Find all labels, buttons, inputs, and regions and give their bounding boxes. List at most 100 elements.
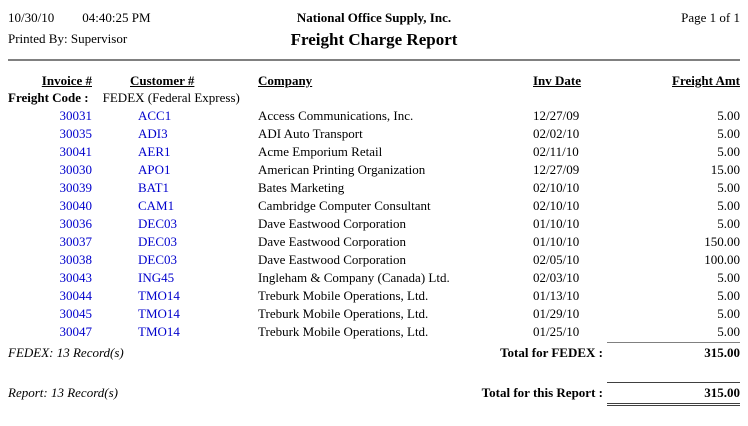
report-total-amount: 315.00 [607, 382, 740, 406]
table-row: 30040 CAM1 Cambridge Computer Consultant… [8, 197, 741, 215]
inv-date-cell: 12/27/09 [533, 162, 580, 177]
table-row: 30045 TMO14 Treburk Mobile Operations, L… [8, 305, 741, 323]
table-row: 30044 TMO14 Treburk Mobile Operations, L… [8, 287, 741, 305]
print-time: 04:40:25 PM [82, 10, 151, 25]
column-header-customer: Customer # [130, 73, 195, 88]
group-total: Total for FEDEX : 315.00 [500, 342, 740, 361]
inv-date-cell: 12/27/09 [533, 108, 580, 123]
table-row: 30039 BAT1 Bates Marketing 02/10/10 5.00 [8, 179, 741, 197]
company-cell: ADI Auto Transport [258, 126, 363, 141]
inv-date-cell: 02/05/10 [533, 252, 580, 267]
inv-date-cell: 02/02/10 [533, 126, 580, 141]
table-row: 30035 ADI3 ADI Auto Transport 02/02/10 5… [8, 125, 741, 143]
inv-date-cell: 01/29/10 [533, 306, 580, 321]
column-header-company: Company [258, 73, 313, 88]
company-cell: Acme Emporium Retail [258, 144, 383, 159]
customer-number-link[interactable]: ADI3 [138, 126, 168, 141]
invoice-number-link[interactable]: 30045 [59, 306, 93, 321]
customer-number-link[interactable]: DEC03 [138, 216, 177, 231]
invoice-number-link[interactable]: 30038 [59, 252, 93, 267]
customer-number-link[interactable]: BAT1 [138, 180, 170, 195]
group-record-count: FEDEX: 13 Record(s) [8, 345, 124, 360]
company-cell: Ingleham & Company (Canada) Ltd. [258, 270, 450, 285]
invoice-number-link[interactable]: 30043 [59, 270, 93, 285]
report-title: Freight Charge Report [290, 30, 458, 49]
company-cell: Dave Eastwood Corporation [258, 252, 407, 267]
freight-amt-cell: 5.00 [717, 324, 740, 339]
table-row: 30036 DEC03 Dave Eastwood Corporation 01… [8, 215, 741, 233]
column-header-invoice: Invoice # [41, 73, 92, 88]
header-divider [8, 59, 740, 61]
company-cell: Cambridge Computer Consultant [258, 198, 431, 213]
freight-amt-cell: 5.00 [717, 198, 740, 213]
company-cell: Treburk Mobile Operations, Ltd. [258, 306, 429, 321]
invoice-number-link[interactable]: 30036 [59, 216, 93, 231]
customer-number-link[interactable]: TMO14 [138, 306, 180, 321]
column-header-inv-date: Inv Date [533, 73, 582, 88]
customer-number-link[interactable]: APO1 [138, 162, 171, 177]
invoice-number-link[interactable]: 30047 [59, 324, 93, 339]
invoice-number-link[interactable]: 30037 [59, 234, 93, 249]
customer-number-link[interactable]: TMO14 [138, 324, 180, 339]
invoice-number-link[interactable]: 30035 [59, 126, 93, 141]
table-row: 30031 ACC1 Access Communications, Inc. 1… [8, 107, 741, 125]
freight-amt-cell: 5.00 [717, 144, 740, 159]
freight-code-group-row: Freight Code : FEDEX (Federal Express) [8, 90, 740, 107]
table-row: 30047 TMO14 Treburk Mobile Operations, L… [8, 323, 741, 341]
table-row: 30037 DEC03 Dave Eastwood Corporation 01… [8, 233, 741, 251]
table-row: 30030 APO1 American Printing Organizatio… [8, 161, 741, 179]
customer-number-link[interactable]: TMO14 [138, 288, 180, 303]
inv-date-cell: 02/11/10 [533, 144, 579, 159]
freight-amt-cell: 5.00 [717, 306, 740, 321]
invoice-number-link[interactable]: 30039 [59, 180, 93, 195]
company-cell: Dave Eastwood Corporation [258, 216, 407, 231]
customer-number-link[interactable]: ACC1 [138, 108, 172, 123]
company-cell: Access Communications, Inc. [258, 108, 414, 123]
header-center: National Office Supply, Inc. Freight Cha… [223, 10, 525, 50]
inv-date-cell: 01/10/10 [533, 234, 580, 249]
company-name: National Office Supply, Inc. [296, 10, 452, 25]
company-cell: Treburk Mobile Operations, Ltd. [258, 324, 429, 339]
company-cell: Treburk Mobile Operations, Ltd. [258, 288, 429, 303]
customer-number-link[interactable]: AER1 [138, 144, 171, 159]
page-number: Page 1 of 1 [681, 10, 740, 25]
printed-by: Printed By: Supervisor [8, 31, 128, 46]
invoice-number-link[interactable]: 30031 [59, 108, 93, 123]
group-total-label: Total for FEDEX : [500, 345, 603, 360]
inv-date-cell: 01/13/10 [533, 288, 580, 303]
table-body: 30031 ACC1 Access Communications, Inc. 1… [8, 107, 741, 341]
inv-date-cell: 01/10/10 [533, 216, 580, 231]
freight-amt-cell: 5.00 [717, 270, 740, 285]
invoice-number-link[interactable]: 30030 [59, 162, 93, 177]
group-total-amount: 315.00 [607, 342, 740, 361]
invoice-number-link[interactable]: 30040 [59, 198, 93, 213]
group-subtotal-row: FEDEX: 13 Record(s) Total for FEDEX : 31… [8, 342, 740, 361]
freight-amt-cell: 5.00 [717, 216, 740, 231]
report-record-count: Report: 13 Record(s) [8, 385, 118, 400]
column-header-freight-amt: Freight Amt [672, 73, 740, 88]
invoice-number-link[interactable]: 30044 [59, 288, 93, 303]
table-row: 30043 ING45 Ingleham & Company (Canada) … [8, 269, 741, 287]
customer-number-link[interactable]: CAM1 [138, 198, 175, 213]
freight-amt-cell: 150.00 [704, 234, 740, 249]
inv-date-cell: 02/03/10 [533, 270, 580, 285]
header-left: 10/30/10 04:40:25 PM Printed By: Supervis… [8, 10, 223, 50]
invoice-number-link[interactable]: 30041 [59, 144, 93, 159]
customer-number-link[interactable]: ING45 [138, 270, 175, 285]
report-total-row: Report: 13 Record(s) Total for this Repo… [8, 382, 740, 406]
customer-number-link[interactable]: DEC03 [138, 234, 177, 249]
freight-amt-cell: 100.00 [704, 252, 740, 267]
table-row: 30041 AER1 Acme Emporium Retail 02/11/10… [8, 143, 741, 161]
freight-code-label: Freight Code : [8, 90, 89, 105]
customer-number-link[interactable]: DEC03 [138, 252, 177, 267]
inv-date-cell: 02/10/10 [533, 180, 580, 195]
company-cell: Dave Eastwood Corporation [258, 234, 407, 249]
company-cell: Bates Marketing [258, 180, 345, 195]
inv-date-cell: 02/10/10 [533, 198, 580, 213]
freight-amt-cell: 5.00 [717, 288, 740, 303]
freight-amt-cell: 5.00 [717, 180, 740, 195]
report-total: Total for this Report : 315.00 [482, 382, 740, 406]
freight-code-value: FEDEX (Federal Express) [102, 90, 240, 105]
inv-date-cell: 01/25/10 [533, 324, 580, 339]
